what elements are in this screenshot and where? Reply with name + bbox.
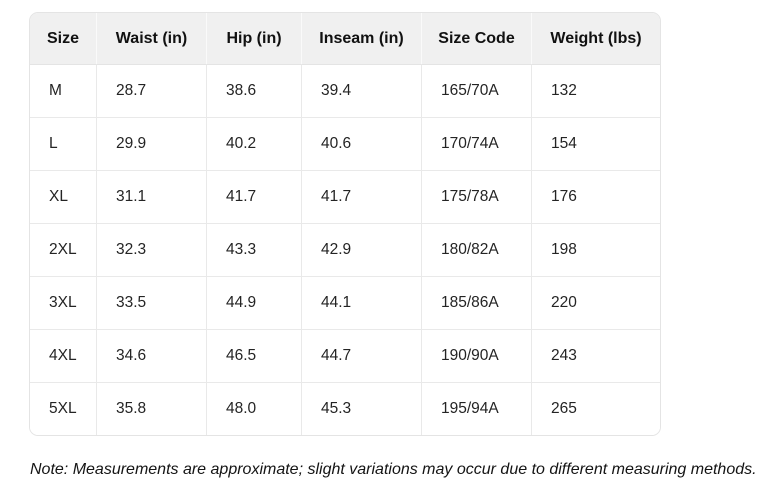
table-cell: 165/70A (421, 64, 531, 117)
table-cell: 42.9 (301, 223, 421, 276)
table-cell: 176 (531, 170, 660, 223)
table-cell: 190/90A (421, 329, 531, 382)
table-cell: 41.7 (301, 170, 421, 223)
table-cell: 34.6 (96, 329, 206, 382)
table-row: XL 31.1 41.7 41.7 175/78A 176 (30, 170, 660, 223)
table-cell: 41.7 (206, 170, 301, 223)
size-chart-table: Size Waist (in) Hip (in) Inseam (in) Size Co… (30, 13, 660, 435)
column-header-size: Size (30, 13, 96, 64)
table-cell: 195/94A (421, 382, 531, 435)
table-cell: 243 (531, 329, 660, 382)
note-text: Note: Measurements are approximate; slig… (30, 461, 757, 478)
table-cell: 43.3 (206, 223, 301, 276)
table-row: L 29.9 40.2 40.6 170/74A 154 (30, 117, 660, 170)
table-cell: 44.9 (206, 276, 301, 329)
table-cell: 39.4 (301, 64, 421, 117)
size-label-cell: M (30, 64, 96, 117)
size-label-cell: 4XL (30, 329, 96, 382)
table-cell: 44.7 (301, 329, 421, 382)
table-cell: 154 (531, 117, 660, 170)
table-cell: 33.5 (96, 276, 206, 329)
table-cell: 40.6 (301, 117, 421, 170)
table-cell: 170/74A (421, 117, 531, 170)
table-cell: 40.2 (206, 117, 301, 170)
table-cell: 185/86A (421, 276, 531, 329)
table-cell: 32.3 (96, 223, 206, 276)
size-label-cell: 5XL (30, 382, 96, 435)
table-cell: 132 (531, 64, 660, 117)
table-cell: 46.5 (206, 329, 301, 382)
table-row: 2XL 32.3 43.3 42.9 180/82A 198 (30, 223, 660, 276)
table-cell: 29.9 (96, 117, 206, 170)
table-cell: 175/78A (421, 170, 531, 223)
table-cell: 198 (531, 223, 660, 276)
column-header-weight-lbs: Weight (lbs) (531, 13, 660, 64)
table-row: 3XL 33.5 44.9 44.1 185/86A 220 (30, 276, 660, 329)
table-cell: 38.6 (206, 64, 301, 117)
column-header-inseam-in: Inseam (in) (301, 13, 421, 64)
table-cell: 31.1 (96, 170, 206, 223)
column-header-hip-in: Hip (in) (206, 13, 301, 64)
size-chart-table-container: Size Waist (in) Hip (in) Inseam (in) Size Co… (29, 12, 661, 436)
column-header-waist-in: Waist (in) (96, 13, 206, 64)
table-cell: 180/82A (421, 223, 531, 276)
table-cell: 35.8 (96, 382, 206, 435)
table-row: M 28.7 38.6 39.4 165/70A 132 (30, 64, 660, 117)
table-cell: 220 (531, 276, 660, 329)
table-row: 4XL 34.6 46.5 44.7 190/90A 243 (30, 329, 660, 382)
size-label-cell: L (30, 117, 96, 170)
size-label-cell: 2XL (30, 223, 96, 276)
table-cell: 44.1 (301, 276, 421, 329)
table-body: M 28.7 38.6 39.4 165/70A 132 L 29.9 40.2 40.6 170/… (30, 64, 660, 435)
table-cell: 265 (531, 382, 660, 435)
size-label-cell: 3XL (30, 276, 96, 329)
size-label-cell: XL (30, 170, 96, 223)
column-header-size-code: Size Code (421, 13, 531, 64)
table-row: 5XL 35.8 48.0 45.3 195/94A 265 (30, 382, 660, 435)
table-header: Size Waist (in) Hip (in) Inseam (in) Size Co… (30, 13, 660, 64)
table-cell: 45.3 (301, 382, 421, 435)
table-cell: 28.7 (96, 64, 206, 117)
header-row: Size Waist (in) Hip (in) Inseam (in) Size Co… (30, 13, 660, 64)
table-cell: 48.0 (206, 382, 301, 435)
